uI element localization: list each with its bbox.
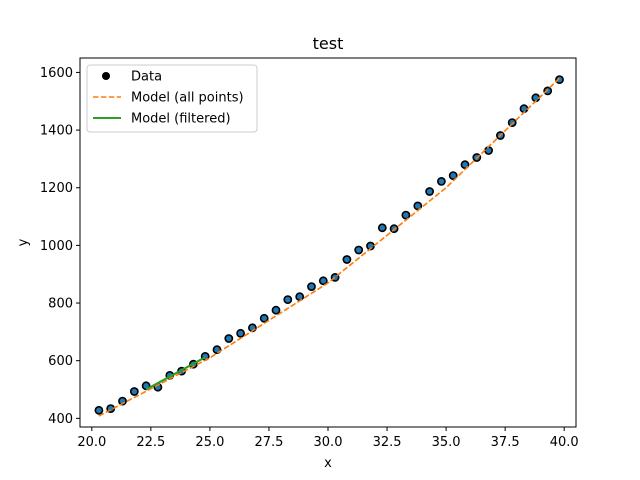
data-point [342,255,352,264]
x-tick-label: 30.0 [314,435,343,450]
data-point [94,405,104,415]
x-tick-label: 35.0 [432,435,461,450]
legend-label: Data [131,70,162,85]
data-point [295,292,305,302]
y-tick-label: 800 [48,297,73,312]
legend-marker-data [102,72,110,80]
data-point [354,245,364,255]
axis-ticks: 20.0 22.5 25.0 27.5 30.0 32.5 35.0 37.5 40.0 400 6… [40,66,579,450]
data-point [259,313,269,323]
data-point [413,201,423,211]
x-tick-label: 32.5 [373,435,402,450]
data-point [425,187,434,196]
x-tick-label: 27.5 [254,435,283,450]
data-point [401,210,411,220]
y-tick-label: 600 [48,354,73,369]
data-point [519,104,529,114]
x-tick-label: 20.0 [77,435,106,450]
data-point [484,146,493,155]
data-point [224,334,234,343]
y-axis-label: y [16,238,31,246]
y-tick-label: 1400 [40,124,73,139]
data-point [460,160,470,170]
legend: Data Model (all points) Model (filtered) [86,64,258,133]
x-tick-label: 22.5 [136,435,165,450]
legend-box [86,64,258,133]
x-tick-label: 37.5 [491,435,520,450]
data-point [307,282,316,291]
chart-title: test [313,34,344,53]
data-point [507,118,517,127]
data-point [236,328,245,338]
data-point [271,305,281,315]
model-all-points-line-overlay [98,77,561,417]
data-point [377,223,387,233]
legend-label: Model (all points) [131,91,244,106]
y-tick-label: 1600 [40,66,73,81]
y-tick-label: 1200 [40,181,73,196]
data-point [283,295,293,304]
model-filtered-line-overlay [145,356,206,391]
y-tick-label: 1000 [40,239,73,254]
data-point [555,75,564,84]
y-tick-label: 400 [48,412,73,427]
x-tick-label: 40.0 [550,435,579,450]
plot-area [94,75,564,417]
data-point [543,86,553,96]
x-tick-label: 25.0 [195,435,224,450]
data-point [129,387,139,396]
data-point [448,171,458,180]
x-axis-label: x [324,456,332,471]
data-point [436,176,446,186]
data-point [318,276,328,286]
legend-label: Model (filtered) [131,112,231,127]
